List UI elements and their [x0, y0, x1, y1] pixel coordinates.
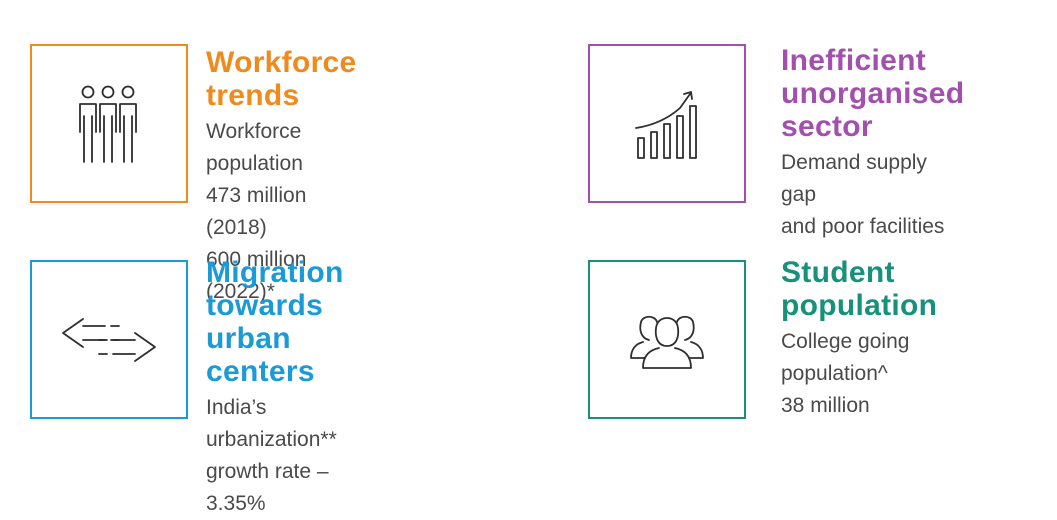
- body-line: India’s urbanization**: [206, 396, 337, 451]
- title-line: sector: [781, 110, 873, 143]
- body-line: Demand supply gap: [781, 151, 927, 206]
- body-line: College going: [781, 330, 910, 353]
- body-line: 38 million: [781, 394, 870, 417]
- people-group-icon: [79, 85, 137, 163]
- workforce-text: Workforce trends Workforce population 47…: [206, 46, 357, 308]
- title-line: trends: [206, 79, 300, 112]
- title-line: urban centers: [206, 322, 315, 388]
- users-group-icon: [630, 315, 704, 369]
- title-line: Inefficient: [781, 44, 926, 77]
- workforce-body: Workforce population 473 million (2018) …: [206, 116, 357, 308]
- body-line: and poor facilities: [781, 215, 945, 238]
- title-line: Student: [781, 256, 895, 289]
- workforce-icon-box: [30, 44, 188, 203]
- inefficient-title: Inefficient unorganised sector: [781, 44, 964, 143]
- student-icon-box: [588, 260, 746, 419]
- migration-icon-box: [30, 260, 188, 419]
- bidirectional-arrows-icon: [62, 317, 156, 362]
- migration-text: Migration towards urban centers India’s …: [206, 256, 344, 520]
- body-line: 600 million (2022)*: [206, 248, 307, 303]
- body-line: Workforce population: [206, 120, 303, 175]
- body-line: population^: [781, 362, 888, 385]
- growth-chart-icon: [635, 90, 697, 159]
- title-line: unorganised: [781, 77, 965, 110]
- inefficient-icon-box: [588, 44, 746, 203]
- title-line: Migration: [206, 256, 344, 289]
- student-title: Student population: [781, 256, 937, 322]
- student-body: College going population^ 38 million: [781, 326, 937, 422]
- migration-body: India’s urbanization** growth rate – 3.3…: [206, 392, 344, 520]
- student-text: Student population College going populat…: [781, 256, 937, 422]
- body-line: growth rate – 3.35%: [206, 460, 329, 515]
- workforce-title: Workforce trends: [206, 46, 357, 112]
- title-line: towards: [206, 289, 324, 322]
- migration-title: Migration towards urban centers: [206, 256, 344, 388]
- inefficient-text: Inefficient unorganised sector Demand su…: [781, 44, 964, 243]
- title-line: population: [781, 289, 938, 322]
- title-line: Workforce: [206, 46, 357, 79]
- body-line: 473 million (2018): [206, 184, 307, 239]
- inefficient-body: Demand supply gap and poor facilities: [781, 147, 964, 243]
